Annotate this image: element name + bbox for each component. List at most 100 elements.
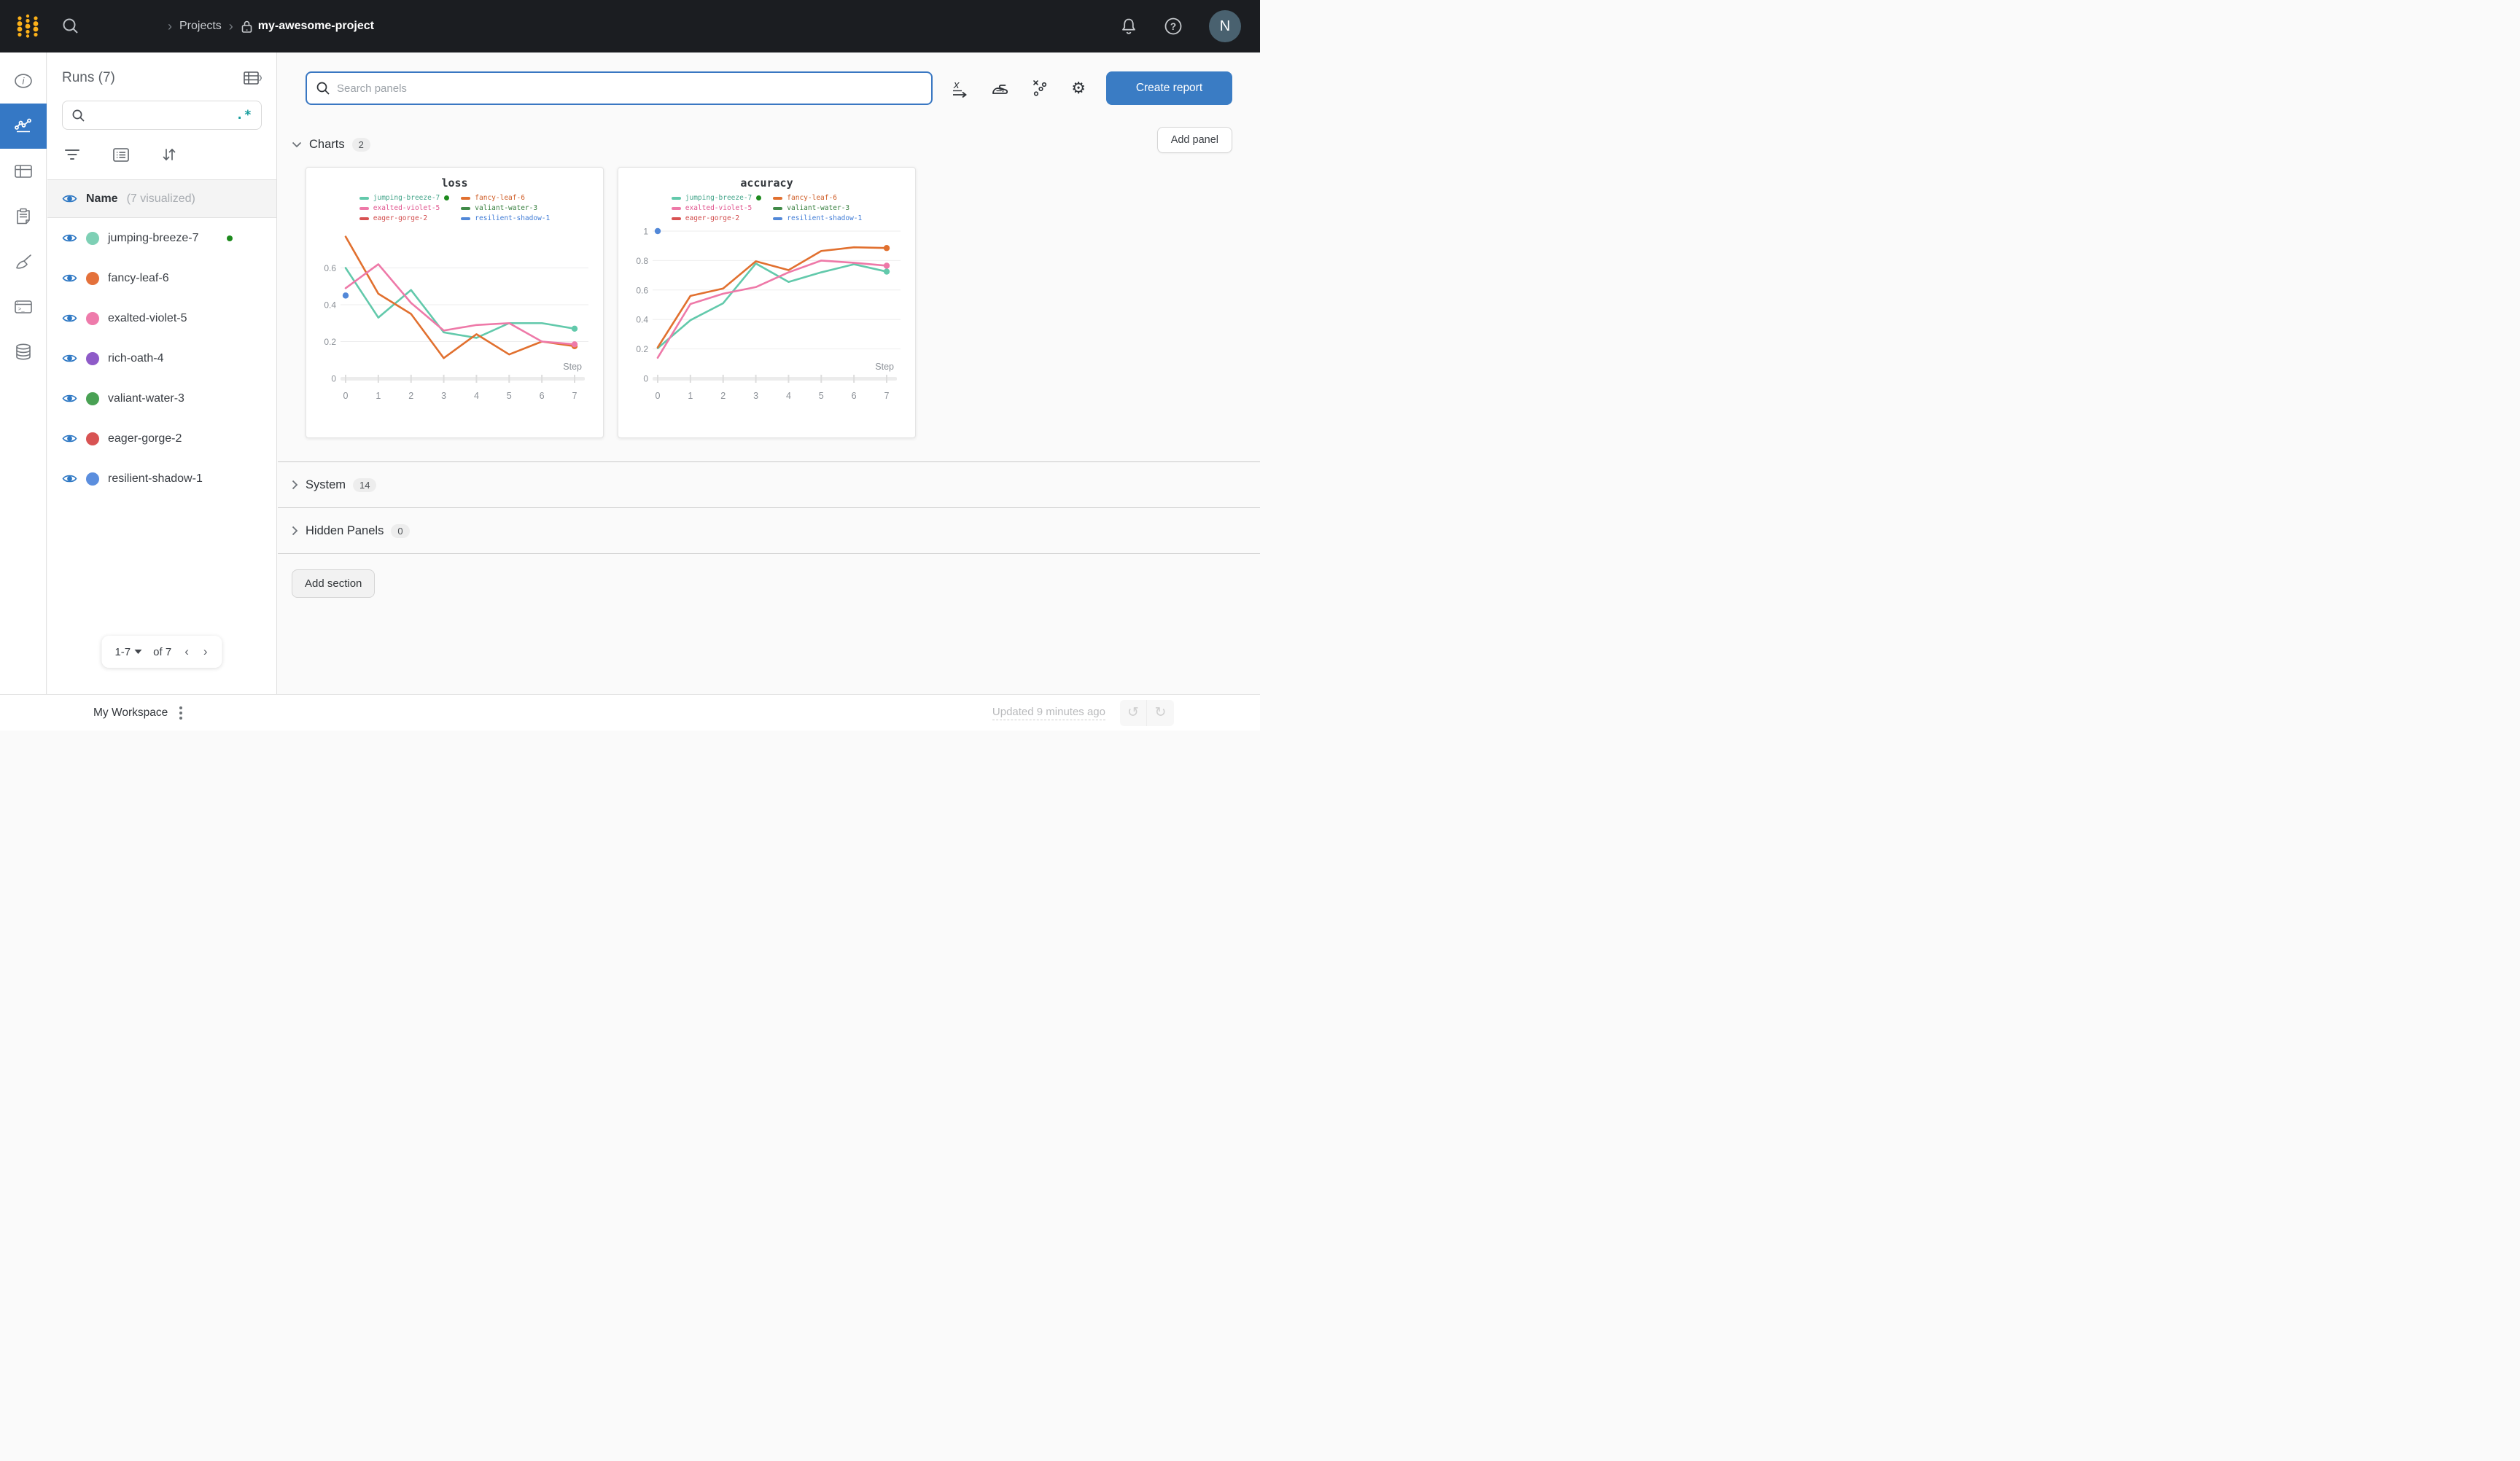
breadcrumb-projects-link[interactable]: Projects xyxy=(179,20,222,32)
runs-list-header[interactable]: Name (7 visualized) xyxy=(47,179,276,218)
svg-text:i: i xyxy=(22,76,25,87)
runs-title: Runs (7) xyxy=(62,70,115,85)
eye-icon[interactable] xyxy=(62,353,77,364)
svg-text:4: 4 xyxy=(786,391,791,401)
run-row[interactable]: exalted-violet-5 xyxy=(47,298,276,338)
hidden-panels-section-header: Hidden Panels 0 xyxy=(292,518,410,544)
legend-entry[interactable]: eager-gorge-2 xyxy=(671,214,762,222)
legend-entry[interactable]: fancy-leaf-6 xyxy=(461,194,550,202)
legend-swatch xyxy=(773,206,783,210)
legend-entry[interactable]: eager-gorge-2 xyxy=(359,214,450,222)
legend-entry[interactable]: valiant-water-3 xyxy=(773,204,862,212)
legend-entry[interactable]: fancy-leaf-6 xyxy=(773,194,862,202)
eye-icon xyxy=(62,195,77,203)
filter-icon[interactable] xyxy=(65,149,79,160)
run-row[interactable]: resilient-shadow-1 xyxy=(47,459,276,499)
run-row[interactable]: jumping-breeze-7 xyxy=(47,218,276,258)
run-row[interactable]: eager-gorge-2 xyxy=(47,418,276,459)
workspace-main: x xyxy=(278,52,1260,694)
undo-button[interactable]: ↺ xyxy=(1120,699,1147,726)
x-axis-settings-icon[interactable]: x xyxy=(952,79,969,98)
legend-swatch xyxy=(359,217,369,220)
legend-run-name: fancy-leaf-6 xyxy=(787,194,837,202)
rail-sweeps-broom-icon[interactable] xyxy=(0,239,47,284)
runs-list: jumping-breeze-7 fancy-leaf-6 exalted-vi… xyxy=(47,218,276,499)
user-avatar[interactable]: N xyxy=(1209,10,1241,42)
chevron-right-icon[interactable] xyxy=(292,526,298,536)
svg-text:3: 3 xyxy=(441,391,446,401)
eye-icon[interactable] xyxy=(62,313,77,324)
charts-section-label[interactable]: Charts xyxy=(309,137,345,151)
legend-run-name: valiant-water-3 xyxy=(787,204,850,212)
eye-icon[interactable] xyxy=(62,233,77,244)
smoothing-iron-icon[interactable] xyxy=(991,79,1010,98)
workspace-name[interactable]: My Workspace xyxy=(93,706,168,719)
pagination-prev-button[interactable]: ‹ xyxy=(184,644,189,658)
runs-search-input[interactable] xyxy=(91,109,236,121)
chevron-down-icon[interactable] xyxy=(292,141,302,148)
panel-search-input[interactable] xyxy=(337,82,923,95)
runs-sidebar: Runs (7) .* xyxy=(47,52,277,694)
chart-plot[interactable]: 0 0.2 0.4 0.6 0.8 1 0 1 2 3 4 5 6 7 Step xyxy=(628,224,906,419)
system-section-label[interactable]: System xyxy=(306,478,346,491)
global-search-icon[interactable] xyxy=(61,17,80,36)
eye-icon[interactable] xyxy=(62,273,77,284)
legend-entry[interactable]: exalted-violet-5 xyxy=(359,204,450,212)
search-icon xyxy=(72,109,85,122)
hidden-panels-section-label[interactable]: Hidden Panels xyxy=(306,523,384,537)
rail-runs-table-icon[interactable] xyxy=(0,149,47,194)
chart-panel-accuracy[interactable]: accuracy jumping-breeze-7 fancy-leaf-6 exal… xyxy=(618,167,916,438)
svg-text:1: 1 xyxy=(688,391,693,401)
workspace-menu-kebab-icon[interactable] xyxy=(179,706,183,720)
legend-entry[interactable]: resilient-shadow-1 xyxy=(461,214,550,222)
group-list-icon[interactable] xyxy=(113,147,129,162)
eye-icon[interactable] xyxy=(62,433,77,444)
run-row[interactable]: fancy-leaf-6 xyxy=(47,258,276,298)
svg-text:?: ? xyxy=(1170,21,1176,32)
legend-run-name: jumping-breeze-7 xyxy=(373,194,440,202)
pagination-next-button[interactable]: › xyxy=(203,644,208,658)
run-row[interactable]: valiant-water-3 xyxy=(47,378,276,418)
svg-text:7: 7 xyxy=(884,391,890,401)
legend-entry[interactable]: valiant-water-3 xyxy=(461,204,550,212)
legend-swatch xyxy=(461,196,471,200)
svg-text:2: 2 xyxy=(720,391,726,401)
legend-run-name: resilient-shadow-1 xyxy=(475,214,551,222)
notifications-bell-icon[interactable] xyxy=(1120,17,1138,36)
help-icon[interactable]: ? xyxy=(1164,17,1183,36)
regex-toggle[interactable]: .* xyxy=(236,108,252,122)
expand-runs-table-button[interactable] xyxy=(244,71,262,85)
svg-text:3: 3 xyxy=(753,391,758,401)
chevron-right-icon[interactable] xyxy=(292,480,298,490)
rail-overview-info-icon[interactable]: i xyxy=(0,58,47,104)
bottom-bar: My Workspace Updated 9 minutes ago ↺ ↻ xyxy=(0,694,1260,730)
chart-panel-loss[interactable]: loss jumping-breeze-7 fancy-leaf-6 exalted-… xyxy=(306,167,604,438)
eye-icon[interactable] xyxy=(62,393,77,404)
svg-text:4: 4 xyxy=(474,391,479,401)
redo-button[interactable]: ↻ xyxy=(1154,705,1167,720)
breadcrumb-project[interactable]: my-awesome-project xyxy=(241,20,374,34)
eye-icon[interactable] xyxy=(62,473,77,484)
legend-swatch xyxy=(671,196,681,200)
add-panel-button[interactable]: Add panel xyxy=(1156,127,1232,153)
chart-plot[interactable]: 0 0.2 0.4 0.6 0 1 2 3 4 5 6 7 Step xyxy=(316,224,594,419)
charts-count-badge: 2 xyxy=(351,137,370,152)
add-section-button[interactable]: Add section xyxy=(292,569,376,598)
svg-text:0: 0 xyxy=(643,374,648,384)
legend-swatch xyxy=(359,206,369,210)
rail-launch-terminal-icon[interactable]: >_ xyxy=(0,284,47,330)
legend-entry[interactable]: jumping-breeze-7 xyxy=(359,194,450,202)
pagination-range-dropdown[interactable]: 1-7 xyxy=(114,646,142,658)
wandb-logo-icon[interactable] xyxy=(13,12,42,41)
workspace-settings-gear-icon[interactable]: ⚙ xyxy=(1071,79,1086,97)
create-report-button[interactable]: Create report xyxy=(1106,71,1232,105)
rail-charts-workspace-icon[interactable] xyxy=(0,104,47,149)
outliers-scatter-icon[interactable] xyxy=(1032,79,1049,98)
run-row[interactable]: rich-oath-4 xyxy=(47,338,276,378)
rail-artifacts-database-icon[interactable] xyxy=(0,330,47,375)
legend-entry[interactable]: exalted-violet-5 xyxy=(671,204,762,212)
sort-icon[interactable] xyxy=(163,147,176,162)
legend-entry[interactable]: jumping-breeze-7 xyxy=(671,194,762,202)
rail-jobs-clipboard-icon[interactable] xyxy=(0,194,47,239)
legend-entry[interactable]: resilient-shadow-1 xyxy=(773,214,862,222)
